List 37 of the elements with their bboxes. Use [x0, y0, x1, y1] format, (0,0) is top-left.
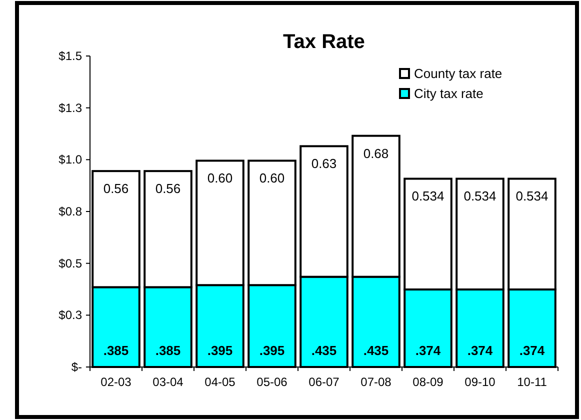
y-tick-label: $1.0 — [58, 152, 82, 167]
data-label: .374 — [415, 343, 442, 358]
data-label: .395 — [207, 343, 233, 358]
legend-label: City tax rate — [414, 86, 484, 101]
x-tick-label: 08-09 — [412, 375, 444, 389]
data-label: .374 — [519, 343, 546, 358]
x-tick-label: 02-03 — [100, 375, 132, 389]
x-tick-label: 05-06 — [256, 375, 288, 389]
y-tick-label: $- — [71, 360, 82, 374]
data-label: .435 — [311, 343, 337, 358]
legend-label: County tax rate — [414, 66, 502, 81]
x-tick-label: 10-11 — [517, 375, 548, 389]
x-tick-label: 09-10 — [464, 375, 496, 389]
data-label: 0.68 — [363, 146, 389, 161]
data-label: .435 — [363, 343, 389, 358]
data-label: 0.534 — [464, 188, 496, 204]
y-tick-label: $0.5 — [58, 256, 82, 270]
data-label: 0.56 — [155, 181, 181, 196]
data-label: 0.60 — [207, 170, 233, 186]
y-tick-label: $0.3 — [58, 308, 82, 322]
data-label: 0.63 — [311, 156, 337, 172]
data-label: .374 — [467, 343, 494, 358]
data-label: 0.534 — [516, 188, 548, 204]
data-label: .385 — [155, 343, 181, 358]
chart-title: Tax Rate — [283, 31, 365, 53]
x-tick-label: 06-07 — [308, 375, 340, 389]
data-label: .395 — [259, 343, 285, 358]
x-tick-label: 04-05 — [204, 375, 236, 389]
y-tick-label: $0.8 — [58, 204, 82, 218]
y-tick-label: $1.3 — [58, 100, 82, 115]
x-tick-label: 03-04 — [152, 375, 184, 389]
data-label: 0.56 — [103, 181, 129, 196]
data-label: 0.60 — [259, 170, 285, 186]
y-tick-label: $1.5 — [58, 49, 82, 63]
data-label: .385 — [103, 343, 129, 358]
x-tick-label: 07-08 — [360, 375, 392, 389]
data-label: 0.534 — [412, 188, 444, 204]
